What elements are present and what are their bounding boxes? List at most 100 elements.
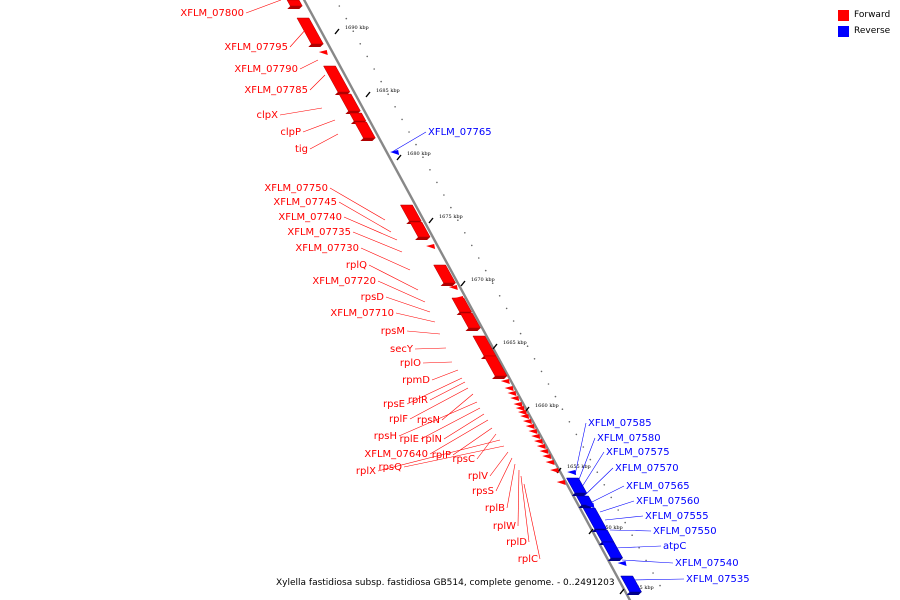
scale-dot — [464, 232, 466, 234]
kbp-tick — [619, 588, 625, 595]
reverse-gene-small — [617, 561, 627, 566]
reverse-leader-line — [614, 545, 662, 549]
scale-dot — [610, 496, 613, 499]
forward-leader-line — [309, 133, 339, 150]
kbp-tick — [334, 28, 340, 35]
forward-gene-small — [517, 410, 527, 415]
reverse-leader-line — [583, 467, 614, 497]
forward-leader-line — [489, 451, 509, 477]
kbp-tick-label: 1660 kbp — [535, 403, 559, 409]
forward-gene-label: tig — [295, 144, 308, 155]
reverse-leader-line — [591, 485, 625, 503]
scale-dot — [575, 433, 578, 436]
forward-gene-label: rpsC — [452, 454, 475, 465]
legend-reverse-label: Reverse — [854, 26, 891, 36]
forward-leader-line — [452, 427, 493, 456]
kbp-tick-label: 1690 kbp — [345, 25, 369, 31]
kbp-tick — [365, 91, 371, 98]
forward-gene-small — [515, 406, 525, 411]
reverse-leader-line — [599, 500, 635, 513]
reverse-gene-block-shade — [571, 493, 587, 496]
forward-leader-line — [245, 0, 282, 14]
scale-dot — [638, 547, 640, 549]
forward-leader-line — [406, 377, 463, 405]
forward-leader-line — [343, 216, 398, 241]
forward-gene-label: secY — [390, 344, 414, 355]
forward-gene-small — [534, 439, 544, 444]
forward-gene-block-shade — [308, 44, 324, 47]
scale-dot — [422, 156, 424, 158]
forward-leader-line — [517, 469, 520, 527]
forward-leader-line — [422, 361, 453, 364]
forward-gene-small — [531, 434, 541, 439]
scale-dot — [477, 257, 480, 259]
forward-gene-small — [522, 419, 532, 424]
forward-gene-label: rplB — [485, 503, 505, 514]
forward-gene-label: XFLM_07745 — [273, 197, 337, 208]
scale-dot — [450, 206, 452, 209]
forward-gene-label: rpsQ — [378, 462, 402, 473]
forward-gene-label: rplE — [399, 434, 419, 445]
scale-dot — [401, 118, 403, 121]
forward-gene-label: rplR — [408, 395, 428, 406]
scale-dot — [617, 509, 619, 511]
kbp-tick — [428, 217, 434, 224]
kbp-tick — [588, 528, 594, 535]
scale-dot — [408, 131, 410, 133]
forward-leader-line — [377, 280, 426, 303]
forward-gene-small — [545, 460, 555, 465]
forward-gene-small — [318, 50, 328, 55]
forward-leader-line — [476, 433, 497, 460]
forward-gene-label: clpX — [257, 110, 279, 121]
scale-dot — [519, 332, 522, 335]
forward-gene-small — [448, 285, 458, 290]
reverse-gene-label: XFLM_07565 — [626, 481, 690, 492]
kbp-tick-label: 1685 kbp — [376, 88, 400, 94]
kbp-tick — [396, 154, 402, 161]
forward-gene-label: rpsD — [361, 292, 385, 303]
scale-dot — [394, 106, 396, 108]
forward-gene-label: rplV — [468, 471, 488, 482]
forward-leader-line — [403, 445, 505, 468]
forward-leader-line — [329, 187, 386, 221]
forward-gene-label: XFLM_07730 — [295, 243, 359, 254]
scale-dot — [345, 17, 348, 20]
scale-dot — [589, 458, 592, 461]
forward-gene-label: XFLM_07740 — [278, 212, 342, 223]
forward-leader-line — [338, 201, 392, 233]
forward-gene-label: XFLM_07795 — [224, 42, 288, 53]
forward-gene-small — [495, 370, 505, 375]
forward-leader-line — [441, 393, 474, 421]
reverse-gene-label: XFLM_07580 — [597, 433, 661, 444]
reverse-gene-block-shade — [607, 558, 623, 561]
scale-dot — [505, 307, 508, 310]
legend-forward: Forward — [838, 9, 890, 21]
forward-leader-line — [299, 59, 319, 70]
forward-leader-line — [409, 387, 469, 420]
forward-leader-line — [520, 475, 530, 543]
scale-dot — [359, 43, 362, 45]
forward-leader-line — [506, 463, 516, 509]
reverse-gene-small — [390, 150, 400, 155]
scale-dot — [366, 55, 369, 58]
forward-gene-label: XFLM_07800 — [180, 8, 244, 19]
scale-dot — [596, 471, 599, 474]
kbp-tick-label: 1670 kbp — [471, 277, 495, 283]
forward-gene-label: rplF — [389, 414, 408, 425]
forward-leader-line — [495, 457, 513, 492]
scale-dot — [533, 358, 536, 360]
scale-dot — [352, 30, 355, 32]
forward-gene-small — [520, 414, 530, 419]
scale-dot — [568, 421, 571, 423]
scale-dot — [547, 383, 550, 385]
legend-forward-swatch — [838, 9, 849, 21]
reverse-gene-small — [585, 503, 595, 508]
forward-gene-block-shade — [440, 283, 456, 286]
reverse-leader-line — [609, 529, 652, 532]
forward-gene-label: rpsM — [381, 326, 405, 337]
forward-gene-label: XFLM_07750 — [264, 183, 328, 194]
forward-gene-label: rpsS — [472, 486, 494, 497]
forward-leader-line — [429, 419, 489, 455]
forward-gene-label: rplW — [493, 521, 516, 532]
forward-leader-line — [289, 27, 308, 48]
